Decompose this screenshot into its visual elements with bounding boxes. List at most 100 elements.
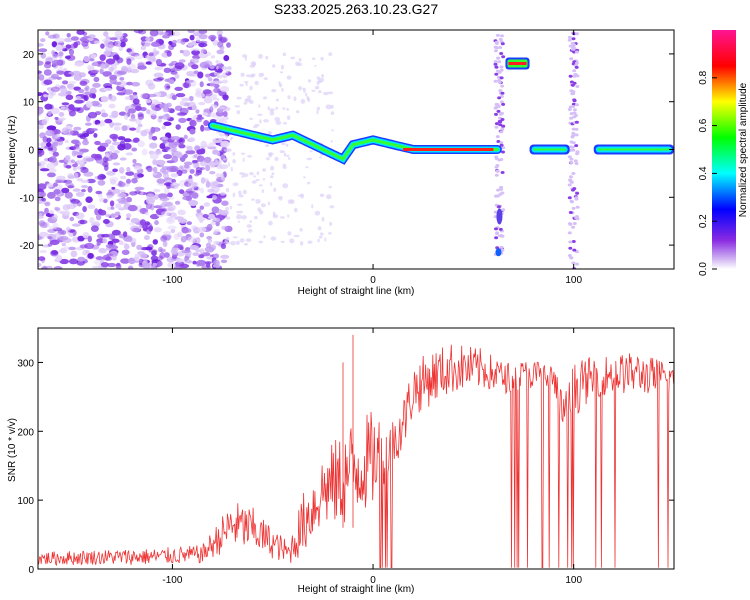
haze-blob xyxy=(220,192,226,196)
noise-blob xyxy=(59,258,69,265)
noise-blob xyxy=(178,218,188,224)
haze-blob xyxy=(331,129,334,132)
noise-blob xyxy=(45,129,55,137)
noise-blob xyxy=(127,204,138,212)
band-blob xyxy=(498,120,503,124)
band-blob xyxy=(500,42,505,46)
haze-blob xyxy=(318,80,322,84)
noise-blob xyxy=(158,39,164,45)
band-blob xyxy=(494,227,498,231)
haze-blob xyxy=(316,109,319,115)
haze-blob xyxy=(267,131,273,135)
band-blob xyxy=(571,148,576,152)
band-blob xyxy=(574,65,579,69)
noise-blob xyxy=(170,173,179,178)
haze-blob xyxy=(261,189,265,194)
haze-blob xyxy=(325,104,332,110)
band-blob xyxy=(501,208,506,212)
noise-blob xyxy=(193,70,199,75)
noise-blob xyxy=(103,198,108,204)
haze-blob xyxy=(241,215,247,220)
noise-blob xyxy=(192,50,196,56)
noise-blob xyxy=(52,53,59,58)
haze-blob xyxy=(232,236,238,239)
noise-blob xyxy=(189,34,195,41)
noise-blob xyxy=(77,235,85,242)
haze-blob xyxy=(287,231,292,236)
band-blob xyxy=(570,41,575,45)
haze-blob xyxy=(287,214,290,218)
noise-blob xyxy=(87,204,96,209)
haze-blob xyxy=(241,152,246,155)
noise-blob xyxy=(223,55,230,62)
noise-blob xyxy=(149,213,160,220)
noise-blob xyxy=(150,103,156,110)
haze-blob xyxy=(305,166,309,169)
noise-blob xyxy=(39,132,46,139)
haze-blob xyxy=(282,183,289,189)
noise-blob xyxy=(212,39,219,46)
ridge-mid xyxy=(209,122,501,163)
noise-blob xyxy=(151,136,158,141)
band-blob xyxy=(494,102,499,106)
haze-blob xyxy=(265,144,270,148)
noise-blob xyxy=(70,159,75,163)
noise-blob xyxy=(38,70,43,74)
noise-blob xyxy=(60,87,68,94)
lowfreq-blob xyxy=(496,208,503,225)
noise-blob xyxy=(129,222,135,226)
noise-blob xyxy=(38,48,48,53)
band-blob xyxy=(574,196,579,200)
haze-blob xyxy=(210,55,216,59)
noise-blob xyxy=(134,190,141,194)
noise-blob xyxy=(179,189,185,195)
noise-blob xyxy=(118,167,125,174)
haze-blob xyxy=(327,91,334,95)
noise-blob xyxy=(113,126,121,131)
band-blob xyxy=(575,85,580,88)
noise-blob xyxy=(119,157,127,161)
noise-blob xyxy=(145,246,153,251)
noise-blob xyxy=(52,141,58,147)
band-blob xyxy=(567,183,572,187)
band-blob xyxy=(496,56,501,60)
noise-blob xyxy=(127,69,132,73)
haze-blob xyxy=(269,175,274,179)
haze-blob xyxy=(245,83,248,86)
noise-blob xyxy=(83,95,88,101)
noise-blob xyxy=(158,255,164,261)
haze-blob xyxy=(270,236,277,241)
noise-blob xyxy=(64,156,71,164)
noise-blob xyxy=(74,72,80,77)
band-blob xyxy=(570,83,575,87)
noise-blob xyxy=(144,211,150,216)
band-blob xyxy=(500,248,505,252)
haze-blob xyxy=(286,75,292,80)
noise-blob xyxy=(156,261,163,267)
noise-blob xyxy=(66,226,71,232)
haze-blob xyxy=(257,113,263,117)
noise-blob xyxy=(90,225,99,232)
noise-blob xyxy=(54,232,62,239)
haze-blob xyxy=(269,110,275,116)
noise-blob xyxy=(47,172,56,178)
haze-blob xyxy=(311,57,316,60)
noise-blob xyxy=(120,258,130,264)
y-tick-label: -10 xyxy=(20,193,35,204)
noise-blob xyxy=(188,200,199,206)
noise-blob xyxy=(85,122,92,126)
noise-blob xyxy=(38,212,43,217)
noise-blob xyxy=(182,49,191,57)
noise-blob xyxy=(178,117,187,123)
noise-blob xyxy=(66,83,73,89)
noise-blob xyxy=(96,123,106,127)
noise-blob xyxy=(80,179,89,184)
colorbar: 0.0 0.2 0.4 0.6 0.8 Normalized spectral ampl… xyxy=(698,30,749,276)
haze-blob xyxy=(247,95,252,99)
snr-panel: -100 0 100 0 100 200 300 Height of straight li… xyxy=(7,327,675,595)
haze-blob xyxy=(227,162,230,167)
haze-blob xyxy=(217,98,220,102)
noise-blob xyxy=(163,67,171,74)
haze-blob xyxy=(241,54,248,58)
